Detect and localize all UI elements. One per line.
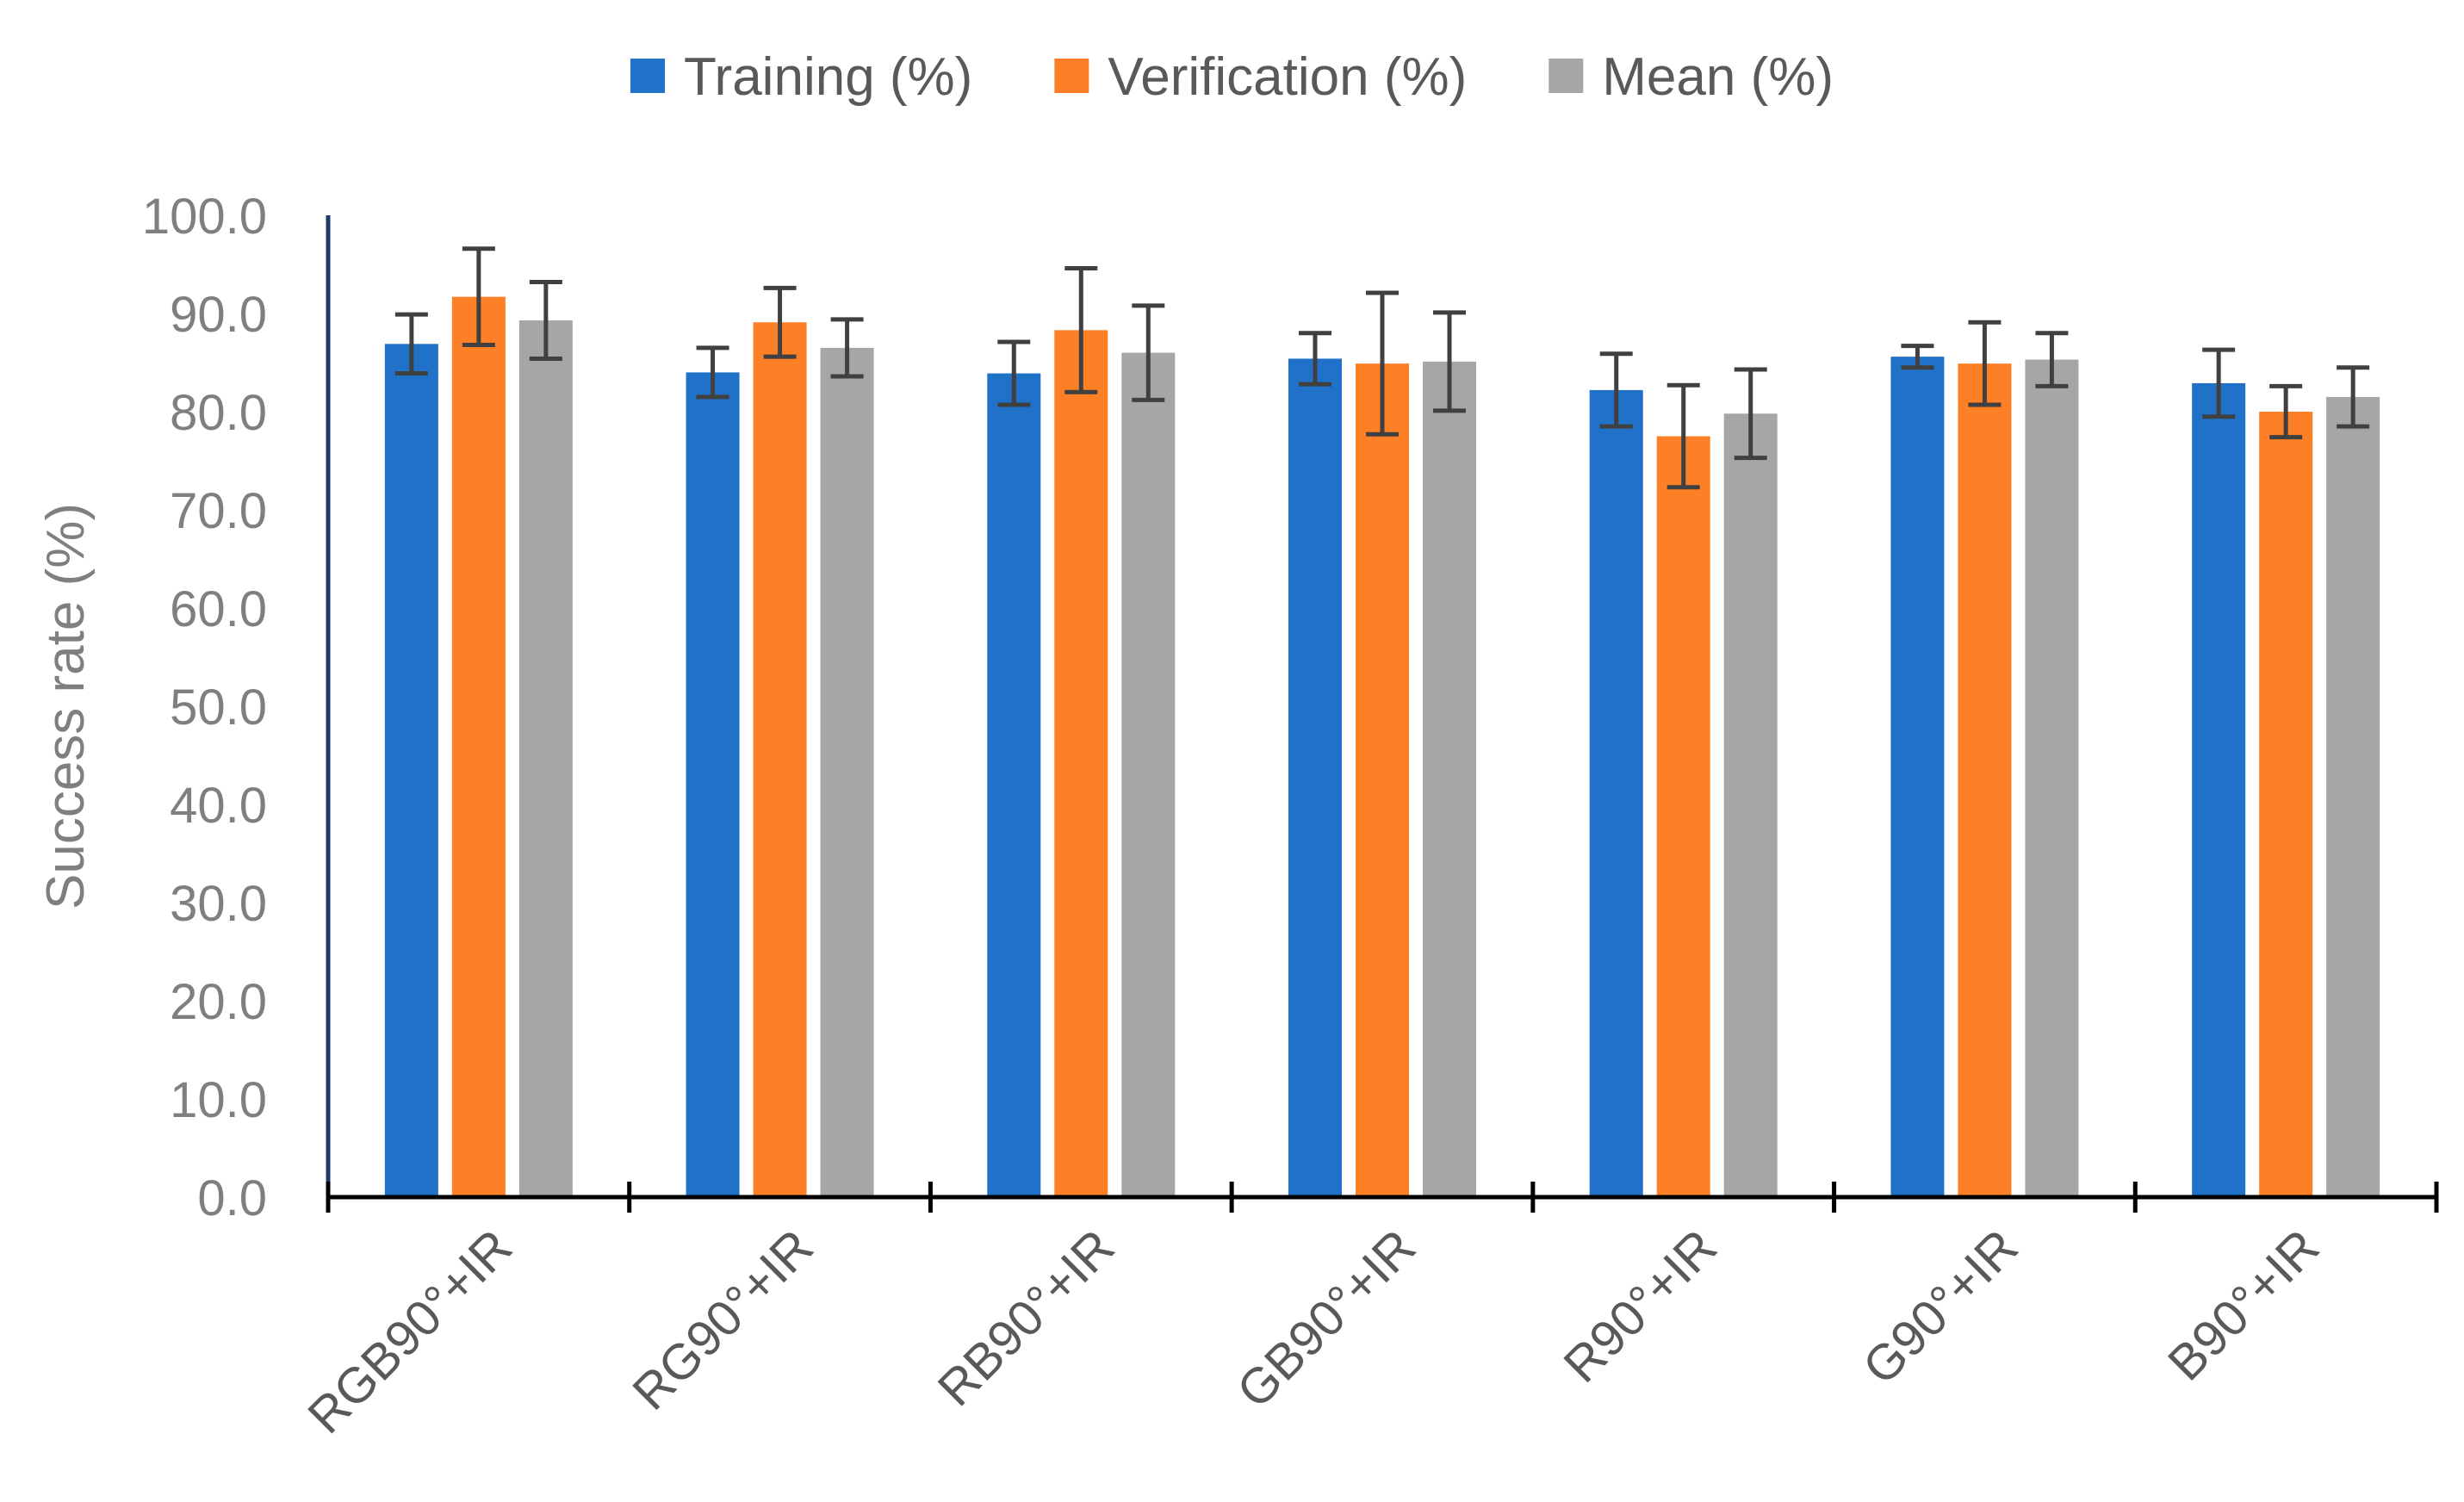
error-bar bbox=[1366, 290, 1399, 437]
bar-mean bbox=[518, 320, 573, 1198]
x-category-label: G90°+IR bbox=[1853, 1219, 2029, 1395]
bar-mean bbox=[2025, 359, 2079, 1198]
error-bar bbox=[2337, 365, 2370, 429]
bar-training bbox=[987, 373, 1041, 1197]
bar-mean bbox=[1723, 413, 1778, 1197]
error-bar bbox=[830, 317, 864, 379]
legend-swatch bbox=[630, 59, 665, 93]
bar-training bbox=[686, 372, 740, 1197]
error-bar bbox=[1599, 351, 1633, 429]
legend: Training (%) Verification (%) Mean (%) bbox=[630, 47, 1834, 107]
error-bar bbox=[1132, 303, 1165, 402]
x-category-label: B90°+IR bbox=[2157, 1219, 2330, 1391]
bar-mean bbox=[820, 347, 874, 1197]
bar-verification bbox=[753, 322, 807, 1197]
legend-swatch bbox=[1549, 59, 1584, 93]
y-tick-label: 80.0 bbox=[170, 385, 267, 441]
error-bar bbox=[1901, 344, 1934, 370]
bars bbox=[384, 296, 2380, 1198]
error-bar bbox=[2202, 347, 2236, 419]
bar-training bbox=[384, 344, 438, 1198]
bar-training bbox=[1288, 358, 1342, 1197]
error-bar bbox=[1968, 320, 2002, 407]
legend-label: Mean (%) bbox=[1602, 47, 1834, 107]
legend-label: Verification (%) bbox=[1108, 47, 1467, 107]
y-tick-label: 10.0 bbox=[170, 1072, 267, 1128]
legend-item: Training (%) bbox=[630, 47, 972, 107]
bar-mean bbox=[2326, 396, 2380, 1197]
legend-item: Verification (%) bbox=[1054, 47, 1467, 107]
bar-verification bbox=[2259, 412, 2313, 1197]
error-bar bbox=[529, 280, 562, 361]
error-bar bbox=[763, 285, 797, 359]
bar-verification bbox=[1054, 330, 1108, 1197]
y-tick-label: 60.0 bbox=[170, 581, 267, 637]
y-tick-label: 70.0 bbox=[170, 483, 267, 539]
bar-training bbox=[2192, 382, 2246, 1197]
y-axis-title: Success rate (%) bbox=[36, 503, 96, 909]
error-bar bbox=[997, 339, 1031, 407]
x-category-label: RG90°+IR bbox=[622, 1219, 823, 1420]
error-bar bbox=[2269, 383, 2303, 440]
error-bar bbox=[394, 312, 428, 376]
error-bars bbox=[394, 246, 2370, 490]
x-category-label: RGB90°+IR bbox=[297, 1219, 523, 1444]
error-bar bbox=[1433, 310, 1466, 413]
error-bar bbox=[462, 246, 495, 347]
y-tick-label: 0.0 bbox=[197, 1170, 267, 1226]
y-axis-ticks: 0.0 10.0 20.0 30.0 40.0 50.0 60.0 70.0 80.0 90.0 1… bbox=[142, 189, 267, 1226]
bar-verification bbox=[1356, 363, 1409, 1197]
error-bar bbox=[1299, 331, 1331, 387]
bar-verification bbox=[1656, 436, 1710, 1197]
y-tick-label: 90.0 bbox=[170, 287, 267, 343]
x-category-label: RB90°+IR bbox=[928, 1219, 1126, 1417]
y-tick-label: 20.0 bbox=[170, 974, 267, 1030]
bar-training bbox=[1890, 357, 1945, 1197]
legend-swatch bbox=[1054, 59, 1089, 93]
y-tick-label: 50.0 bbox=[170, 680, 267, 735]
legend-item: Mean (%) bbox=[1549, 47, 1834, 107]
bar-mean bbox=[1121, 352, 1176, 1198]
bar-verification bbox=[1958, 363, 2012, 1197]
legend-label: Training (%) bbox=[684, 47, 972, 107]
error-bar bbox=[696, 345, 729, 400]
y-tick-label: 30.0 bbox=[170, 876, 267, 932]
x-axis-category-labels: RGB90°+IR RG90°+IR RB90°+IR GB90°+IR R90°+IR… bbox=[297, 1219, 2330, 1444]
x-category-label: GB90°+IR bbox=[1226, 1219, 1426, 1418]
error-bar bbox=[2035, 331, 2069, 388]
bar-mean bbox=[1423, 361, 1476, 1197]
axes bbox=[326, 215, 2439, 1213]
error-bar bbox=[1666, 382, 1700, 490]
x-category-label: R90°+IR bbox=[1553, 1219, 1728, 1393]
bar-verification bbox=[451, 296, 506, 1197]
error-bar bbox=[1734, 367, 1767, 461]
y-tick-label: 100.0 bbox=[142, 189, 267, 245]
y-tick-label: 40.0 bbox=[170, 778, 267, 834]
bar-training bbox=[1589, 389, 1643, 1197]
error-bar bbox=[1064, 266, 1098, 394]
